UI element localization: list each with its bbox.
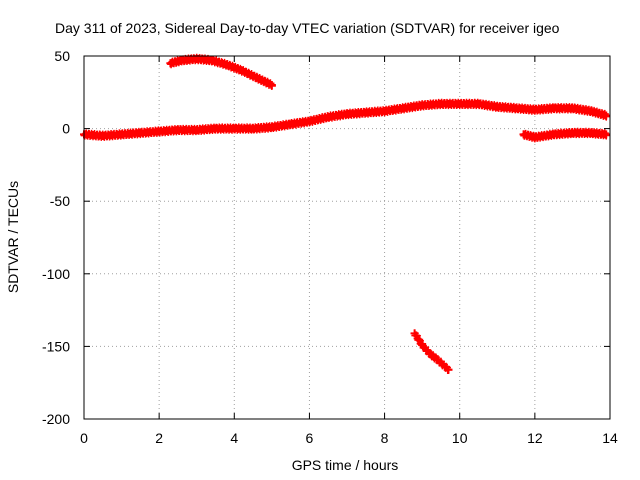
- data-point: [222, 60, 231, 69]
- series-arc-2-to-5h: [166, 53, 276, 91]
- series-late-low-track: [519, 127, 611, 143]
- data-point: [361, 108, 370, 117]
- data-point: [436, 99, 445, 108]
- data-point: [530, 133, 539, 142]
- data-point: [117, 130, 126, 139]
- x-tick-label: 6: [306, 430, 314, 446]
- data-point: [425, 349, 434, 358]
- data-point: [418, 340, 427, 349]
- data-point: [455, 99, 464, 108]
- data-point: [587, 107, 596, 116]
- data-point: [98, 131, 107, 140]
- y-tick-labels: -200 -150 -100 -50 0 50: [42, 48, 70, 427]
- y-tick-label: 50: [54, 48, 70, 64]
- x-tick-label: 10: [452, 430, 468, 446]
- data-point: [512, 104, 521, 113]
- x-tick-labels: 0 2 4 6 8 10 12 14: [80, 430, 618, 446]
- data-point: [587, 128, 596, 137]
- chart-title: Day 311 of 2023, Sidereal Day-to-day VTE…: [55, 20, 560, 36]
- data-point: [474, 99, 483, 108]
- x-tick-label: 0: [80, 430, 88, 446]
- x-tick-label: 8: [381, 430, 389, 446]
- data-markers: [519, 127, 611, 143]
- data-point: [192, 126, 201, 135]
- data-point: [568, 104, 577, 113]
- y-axis-label: SDTVAR / TECUs: [5, 181, 21, 293]
- data-point: [602, 130, 611, 139]
- data-point: [173, 126, 182, 135]
- y-tick-label: -200: [42, 411, 70, 427]
- series-negative-drop: [410, 329, 453, 375]
- data-point: [177, 56, 186, 65]
- data-point: [399, 104, 408, 113]
- plot-frame: [83, 55, 611, 420]
- x-tick-label: 12: [527, 430, 543, 446]
- data-point: [380, 107, 389, 116]
- y-tick-label: -50: [50, 193, 70, 209]
- data-point: [530, 105, 539, 114]
- data-point: [211, 124, 220, 133]
- data-point: [230, 124, 239, 133]
- y-tick-label: -100: [42, 266, 70, 282]
- data-point: [249, 124, 258, 133]
- data-point: [519, 130, 528, 139]
- data-points: [80, 53, 611, 375]
- x-tick-label: 14: [602, 430, 618, 446]
- data-point: [602, 111, 611, 120]
- data-markers: [410, 329, 453, 375]
- grid-lines: [84, 56, 610, 419]
- data-point: [549, 130, 558, 139]
- x-tick-label: 2: [155, 430, 163, 446]
- data-point: [267, 123, 276, 132]
- data-markers: [166, 53, 276, 91]
- data-point: [305, 117, 314, 126]
- data-point: [324, 112, 333, 121]
- data-point: [444, 365, 453, 374]
- y-tick-label: -150: [42, 338, 70, 354]
- data-point: [252, 73, 261, 82]
- data-point: [343, 110, 351, 119]
- data-point: [166, 59, 175, 68]
- data-point: [493, 102, 502, 111]
- data-point: [155, 127, 164, 136]
- axis-ticks: [83, 55, 611, 420]
- y-tick-label: 0: [62, 121, 70, 137]
- data-point: [549, 104, 558, 113]
- data-point: [418, 101, 427, 110]
- data-point: [433, 355, 442, 364]
- data-point: [267, 81, 276, 90]
- x-tick-label: 4: [230, 430, 238, 446]
- data-point: [286, 120, 295, 129]
- x-axis-label: GPS time / hours: [292, 457, 399, 473]
- data-point: [568, 128, 577, 137]
- data-point: [136, 128, 145, 137]
- data-point: [237, 66, 246, 75]
- data-point: [410, 329, 419, 338]
- data-point: [207, 56, 216, 65]
